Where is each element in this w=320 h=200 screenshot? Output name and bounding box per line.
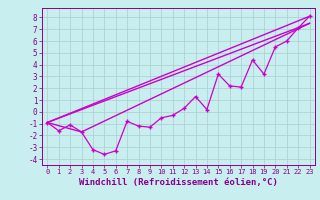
X-axis label: Windchill (Refroidissement éolien,°C): Windchill (Refroidissement éolien,°C) — [79, 178, 278, 187]
